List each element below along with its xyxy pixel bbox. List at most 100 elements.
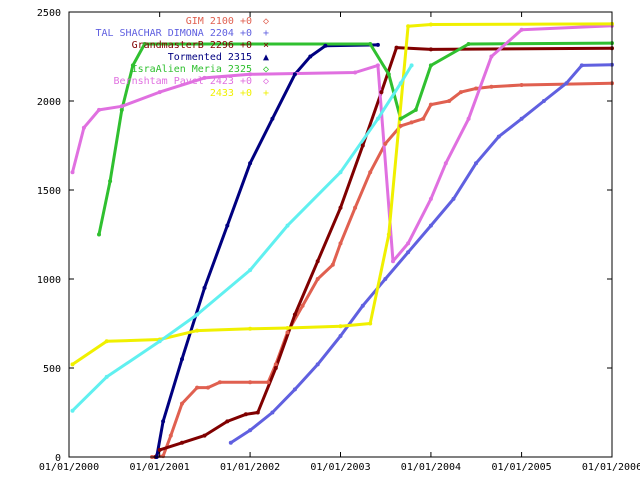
data-point xyxy=(474,86,478,91)
data-point xyxy=(180,440,184,445)
data-point xyxy=(323,43,328,48)
data-point xyxy=(292,387,297,392)
data-point xyxy=(409,120,414,125)
data-point xyxy=(142,42,147,46)
data-point xyxy=(195,385,200,390)
data-point xyxy=(119,104,124,109)
data-point xyxy=(398,116,403,121)
legend-marker: + xyxy=(263,88,269,99)
data-point xyxy=(70,170,75,175)
data-point xyxy=(248,72,253,77)
data-point xyxy=(519,83,524,87)
data-point xyxy=(496,134,501,139)
data-point xyxy=(579,63,584,68)
series-line xyxy=(97,41,614,236)
legend-label: IsraAlien Meria 2325 xyxy=(132,64,252,75)
data-point xyxy=(368,321,373,326)
data-point xyxy=(338,241,343,246)
data-point xyxy=(379,90,384,95)
data-point xyxy=(413,107,418,112)
series-line xyxy=(71,63,414,413)
data-point xyxy=(375,63,380,68)
data-point xyxy=(398,123,403,128)
data-point xyxy=(368,42,373,46)
data-point xyxy=(489,54,494,59)
data-point xyxy=(285,326,290,330)
data-point xyxy=(97,232,101,237)
data-point xyxy=(157,447,162,452)
series-line xyxy=(71,22,614,366)
data-point xyxy=(202,75,207,80)
data-point xyxy=(466,116,471,121)
data-point xyxy=(161,419,166,424)
x-tick-label: 01/01/2006 xyxy=(582,462,640,473)
data-point xyxy=(353,70,358,75)
data-point xyxy=(292,312,297,317)
x-tick-label: 01/01/2001 xyxy=(130,462,190,473)
data-point xyxy=(243,412,248,417)
data-point xyxy=(202,433,207,438)
data-point xyxy=(564,81,569,86)
data-point xyxy=(70,362,75,367)
data-point xyxy=(217,380,222,385)
data-point xyxy=(248,268,253,273)
x-axis: 01/01/2000 01/01/2001 01/01/2002 01/01/2003… xyxy=(39,12,640,473)
data-point xyxy=(394,45,399,50)
y-tick-label: 2000 xyxy=(37,97,61,108)
data-point xyxy=(248,380,253,385)
data-point xyxy=(383,141,388,146)
plot-lines xyxy=(71,22,614,459)
data-point xyxy=(70,408,75,413)
data-point xyxy=(541,99,546,103)
data-point xyxy=(489,84,494,89)
data-point xyxy=(428,47,433,52)
data-point xyxy=(130,63,135,68)
data-point xyxy=(119,107,124,112)
data-point xyxy=(308,54,313,59)
legend: GIM 2100 +0 ◇ TAL SHACHAR DIMONA 2204 +0 + G… xyxy=(95,16,269,99)
data-point xyxy=(428,223,433,228)
data-point xyxy=(360,143,365,148)
data-point xyxy=(180,401,184,406)
data-point xyxy=(81,125,86,130)
y-axis: 0 500 1000 1500 2000 2500 xyxy=(37,8,612,464)
data-point xyxy=(353,205,358,210)
data-point xyxy=(428,102,433,107)
data-point xyxy=(225,419,230,424)
plot-markers xyxy=(70,21,614,459)
data-point xyxy=(180,357,184,362)
data-point xyxy=(398,81,403,86)
data-point xyxy=(255,410,260,415)
x-tick-label: 01/01/2000 xyxy=(39,462,99,473)
data-point xyxy=(228,440,233,445)
legend-marker: + xyxy=(263,28,269,39)
legend-label: Tormented 2315 xyxy=(168,52,252,63)
series-line xyxy=(71,24,614,263)
data-point xyxy=(458,90,463,95)
data-point xyxy=(338,205,343,210)
data-point xyxy=(273,366,278,370)
data-point xyxy=(466,42,471,46)
y-tick-label: 1000 xyxy=(37,275,61,286)
data-point xyxy=(368,170,373,175)
data-point xyxy=(202,285,207,290)
data-point xyxy=(428,63,433,68)
legend-marker: ◇ xyxy=(263,76,269,87)
data-point xyxy=(447,99,452,103)
y-tick-label: 2500 xyxy=(37,8,61,19)
data-point xyxy=(225,223,230,228)
data-point xyxy=(108,179,113,184)
data-point xyxy=(206,385,210,390)
series-line xyxy=(229,63,614,445)
x-tick-label: 01/01/2003 xyxy=(310,462,370,473)
data-point xyxy=(300,303,305,308)
data-point xyxy=(315,362,320,367)
data-point xyxy=(104,339,109,344)
data-point xyxy=(157,90,162,95)
data-point xyxy=(248,428,253,433)
data-point xyxy=(375,116,380,121)
y-tick-label: 0 xyxy=(55,453,61,464)
legend-marker: × xyxy=(263,40,269,51)
legend-label: GIM 2100 +0 xyxy=(186,16,252,27)
